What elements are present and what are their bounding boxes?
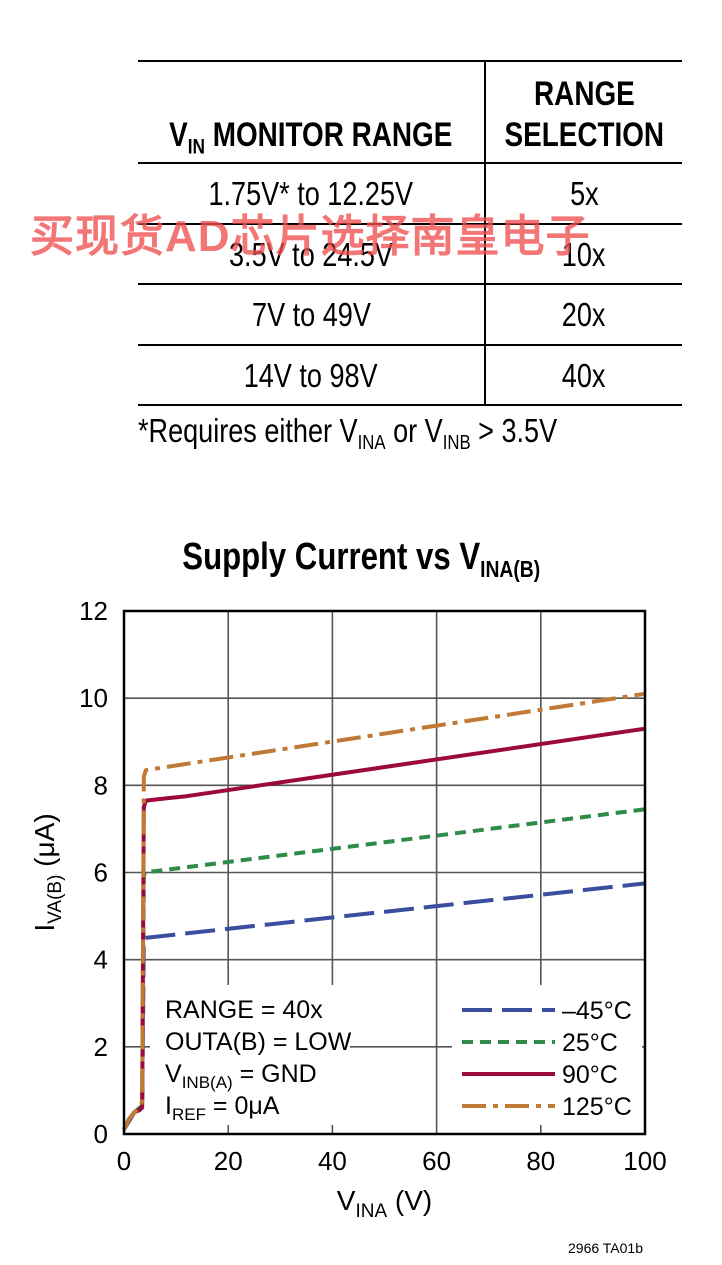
y-tick-label: 8 xyxy=(94,770,108,800)
grid-lines xyxy=(124,611,645,1134)
watermark-text: 买现货AD芯片选择南皇电子 xyxy=(30,212,591,261)
table-cell-range: 1.75V* to 12.25V xyxy=(208,175,414,212)
table-row-divider xyxy=(138,283,682,285)
x-axis-label: VINA (V) xyxy=(337,1185,432,1222)
axis-labels: VINA (V) IVA(B) (μA) xyxy=(29,813,432,1222)
legend-label: –45°C xyxy=(562,997,632,1025)
header-vin-monitor-range: VIN MONITOR RANGE xyxy=(169,116,453,159)
legend-label: 90°C xyxy=(562,1061,618,1089)
table-row-divider xyxy=(138,344,682,346)
series-line xyxy=(122,691,646,1131)
x-tick-label: 60 xyxy=(422,1146,451,1176)
figure-credit: 2966 TA01b xyxy=(568,1240,643,1256)
y-tick-label: 2 xyxy=(94,1032,108,1062)
header-range-selection-line1: RANGE xyxy=(533,75,635,113)
x-tick-label: 100 xyxy=(623,1146,666,1176)
y-tick-label: 4 xyxy=(94,945,108,975)
y-tick-label: 6 xyxy=(94,858,108,888)
conditions-annotation: RANGE = 40x OUTA(B) = LOW VINB(A) = GNDIRE… xyxy=(165,996,352,1124)
x-tick-label: 0 xyxy=(117,1146,131,1176)
table-cell-selection: 40x xyxy=(562,357,606,394)
y-tick-label: 12 xyxy=(79,596,108,626)
condition-text: VINB(A) = GND xyxy=(165,1060,317,1092)
table-footnote: *Requires either VINA or VINB > 3.5V xyxy=(138,412,558,455)
condition-text: IREF = 0μA xyxy=(165,1092,280,1124)
condition-text: OUTA(B) = LOW xyxy=(165,1028,352,1056)
y-axis-label: IVA(B) (μA) xyxy=(29,813,66,931)
table-cell-range: 14V to 98V xyxy=(244,357,378,394)
tick-labels: 0 20 40 60 80 100 0 2 4 6 8 10 12 xyxy=(79,596,667,1176)
series-lines xyxy=(122,691,646,1131)
table-cell-selection: 5x xyxy=(569,175,599,212)
conditions-background xyxy=(150,985,350,1125)
table-header-rule xyxy=(138,162,682,164)
x-tick-label: 20 xyxy=(214,1146,243,1176)
y-tick-label: 10 xyxy=(79,683,108,713)
plot-frame xyxy=(122,609,647,1136)
table-cell-range: 7V to 49V xyxy=(251,296,371,333)
legend-label: 125°C xyxy=(562,1093,632,1121)
table-cell-selection: 20x xyxy=(562,296,606,333)
y-tick-label: 0 xyxy=(94,1119,108,1149)
table-row-divider xyxy=(138,223,682,225)
table-cell-selection: 10x xyxy=(562,236,606,273)
table-cell-range: 3.5V to 24.5V xyxy=(228,236,393,273)
table-column-divider xyxy=(484,60,486,406)
chart-title: Supply Current vs VINA(B) xyxy=(182,536,540,583)
condition-text: RANGE = 40x xyxy=(165,996,323,1024)
table-top-rule xyxy=(138,60,682,62)
legend: –45°C 25°C 90°C 125°C xyxy=(462,997,632,1121)
x-tick-label: 40 xyxy=(318,1146,347,1176)
plot-border xyxy=(122,609,647,1136)
header-range-selection-line2: SELECTION xyxy=(504,116,664,154)
table-bottom-rule xyxy=(138,404,682,406)
legend-label: 25°C xyxy=(562,1029,618,1057)
x-tick-label: 80 xyxy=(526,1146,555,1176)
